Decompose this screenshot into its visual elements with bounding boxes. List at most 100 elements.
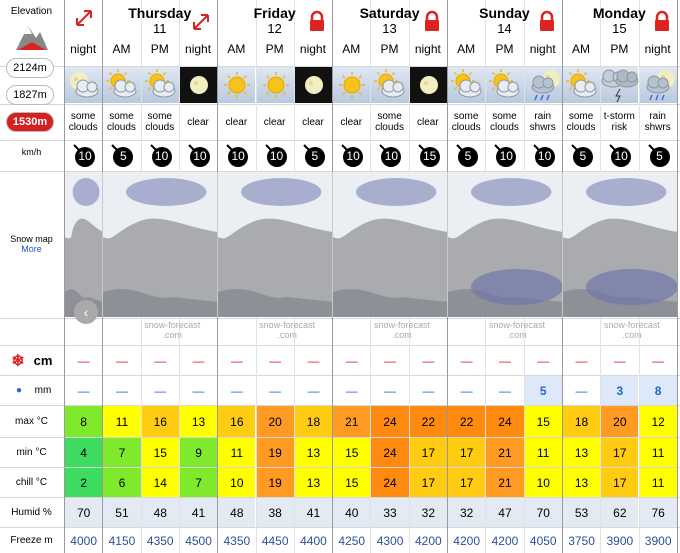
watermark: .com — [507, 330, 527, 340]
value-cell: 13 — [179, 406, 218, 437]
value-cell: 22 — [409, 406, 447, 437]
period-label: PM — [495, 42, 514, 56]
value-cell: 13 — [294, 438, 333, 467]
wind-arrow — [69, 142, 99, 170]
wind-arrow — [107, 142, 137, 170]
elevation-button[interactable]: 1827m — [6, 85, 54, 105]
weather-desc: rain shwrs — [529, 111, 556, 133]
period-label: night — [185, 42, 212, 56]
value-cell: 16 — [141, 406, 179, 437]
value-cell: 53 — [562, 498, 601, 527]
period-label: night — [299, 42, 326, 56]
empty-cell: — — [333, 346, 371, 375]
weather-icon — [141, 67, 179, 103]
weather-icon — [639, 67, 677, 103]
value-cell: 3900 — [601, 528, 639, 553]
watermark: .com — [162, 330, 182, 340]
watermark: .com — [622, 330, 642, 340]
value-cell: 17 — [448, 468, 486, 497]
wind-speed: 5 — [311, 149, 319, 163]
value-cell: 17 — [601, 468, 639, 497]
weather-icon — [333, 67, 371, 103]
weather-icon — [294, 67, 333, 103]
map — [218, 172, 333, 317]
empty-cell: — — [294, 376, 333, 405]
wind-speed: 10 — [231, 149, 245, 163]
row-line — [0, 527, 680, 528]
wind-speed: 5 — [579, 149, 587, 163]
value-cell: 7 — [103, 438, 141, 467]
value-cell: 17 — [409, 468, 447, 497]
row-line — [0, 318, 680, 319]
value-cell: 6 — [103, 468, 141, 497]
wind-speed: 5 — [656, 149, 663, 163]
value-cell: 4150 — [103, 528, 141, 553]
value-cell: 32 — [448, 498, 486, 527]
map-prev-button[interactable]: ‹ — [74, 300, 98, 324]
empty-cell: — — [448, 376, 486, 405]
empty-cell: — — [256, 346, 294, 375]
weather-desc: some clouds — [566, 111, 596, 133]
value-cell: 5 — [524, 376, 562, 405]
row-line — [0, 375, 680, 376]
wind-speed: 10 — [78, 149, 92, 163]
period-label: PM — [380, 42, 399, 56]
value-cell: 3750 — [562, 528, 601, 553]
value-cell: 7 — [179, 468, 218, 497]
nav-arrow[interactable] — [74, 8, 94, 28]
snow-map-label: Snow map — [10, 234, 53, 244]
elevation-button[interactable]: 1530m — [6, 112, 54, 132]
elevation-button[interactable]: 2124m — [6, 58, 54, 78]
lock-icon — [423, 10, 441, 32]
wind-arrow — [222, 142, 252, 170]
value-cell: 3 — [601, 376, 639, 405]
empty-cell: — — [486, 376, 524, 405]
row-line — [0, 66, 680, 67]
value-cell: 22 — [448, 406, 486, 437]
day-name: Saturday — [359, 5, 420, 21]
value-cell: 18 — [562, 406, 601, 437]
empty-cell: — — [103, 346, 141, 375]
weather-desc: clear — [225, 116, 248, 128]
row-label: Freeze m — [10, 534, 53, 546]
map — [333, 172, 447, 317]
value-cell: 62 — [601, 498, 639, 527]
empty-cell: — — [371, 376, 409, 405]
value-cell: 12 — [639, 406, 677, 437]
col-line — [676, 0, 678, 553]
period-label: PM — [150, 42, 169, 56]
more-link[interactable]: More — [21, 244, 42, 254]
weather-icon — [562, 67, 601, 103]
wind-speed: 15 — [423, 149, 437, 163]
weather-icon — [179, 67, 218, 103]
period-label: night — [644, 42, 671, 56]
watermark: snow-forecast — [259, 320, 316, 330]
nav-arrow[interactable] — [191, 12, 211, 32]
value-cell: 11 — [524, 438, 562, 467]
value-cell: 76 — [639, 498, 677, 527]
value-cell: 14 — [141, 468, 179, 497]
value-cell: 4400 — [294, 528, 333, 553]
weather-icon — [218, 67, 256, 103]
empty-cell: — — [65, 376, 103, 405]
value-cell: 4250 — [333, 528, 371, 553]
row-line — [0, 345, 680, 346]
wind-arrow — [375, 142, 405, 170]
wind-arrow — [567, 142, 597, 170]
value-cell: 41 — [179, 498, 218, 527]
value-cell: 4050 — [524, 528, 562, 553]
weather-desc: t-storm risk — [603, 111, 635, 133]
value-cell: 8 — [639, 376, 677, 405]
value-cell: 33 — [371, 498, 409, 527]
empty-cell: — — [218, 376, 256, 405]
value-cell: 4200 — [448, 528, 486, 553]
wind-arrow — [184, 142, 214, 170]
weather-icon — [448, 67, 486, 103]
value-cell: 11 — [103, 406, 141, 437]
row-label: min °C — [16, 446, 47, 458]
day-name: Friday — [253, 5, 296, 21]
value-cell: 17 — [601, 438, 639, 467]
day-name: Thursday — [128, 5, 192, 21]
weather-icon — [256, 67, 294, 103]
